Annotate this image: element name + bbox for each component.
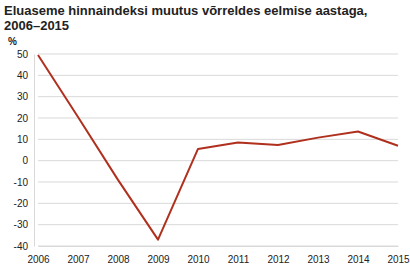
x-tick-label: 2014 bbox=[347, 254, 370, 265]
y-tick: 0 bbox=[22, 155, 34, 166]
y-tick-label: -30 bbox=[14, 219, 29, 230]
x-tick-label: 2009 bbox=[147, 254, 170, 265]
grid-line bbox=[38, 182, 398, 183]
grid-line bbox=[38, 160, 398, 161]
x-tick-label: 2010 bbox=[187, 254, 210, 265]
title-line: Eluaseme hinnaindeksi muutus võrreldes e… bbox=[4, 3, 367, 18]
y-tick: 40 bbox=[17, 70, 34, 81]
grid-line bbox=[38, 246, 398, 247]
x-tick: 2011 bbox=[228, 246, 250, 265]
y-tick: -40 bbox=[14, 241, 34, 252]
x-tick-label: 2008 bbox=[107, 254, 130, 265]
plot-area bbox=[38, 55, 398, 240]
x-tick: 2008 bbox=[107, 246, 130, 265]
x-axis-line bbox=[39, 246, 399, 247]
y-tick-label: -20 bbox=[14, 198, 29, 209]
x-tick: 2009 bbox=[147, 246, 170, 265]
grid-line bbox=[38, 75, 398, 76]
y-tick: 30 bbox=[17, 91, 34, 102]
y-tick: -10 bbox=[14, 177, 34, 188]
x-tick: 2007 bbox=[67, 246, 90, 265]
y-tick: -20 bbox=[14, 198, 34, 209]
grid-line bbox=[38, 224, 398, 225]
y-axis-label: % bbox=[8, 36, 17, 47]
x-tick: 2013 bbox=[307, 246, 330, 265]
x-tick-label: 2006 bbox=[27, 254, 50, 265]
y-tick-label: 0 bbox=[22, 155, 28, 166]
x-tick: 2012 bbox=[267, 246, 290, 265]
y-tick: -30 bbox=[14, 219, 34, 230]
grid-line bbox=[38, 54, 398, 55]
y-tick: 50 bbox=[17, 49, 34, 60]
y-tick-label: 40 bbox=[17, 70, 29, 81]
x-tick-label: 2007 bbox=[67, 254, 90, 265]
x-tick-label: 2015 bbox=[387, 254, 410, 265]
y-axis-line bbox=[34, 55, 35, 247]
x-tick: 2010 bbox=[187, 246, 210, 265]
y-axis: -40 -30 -20 -10 0 10 20 30 40 50 bbox=[14, 49, 35, 252]
y-tick-label: 30 bbox=[17, 91, 29, 102]
chart-svg: Eluaseme hinnaindeksi muutus võrreldes e… bbox=[0, 0, 410, 270]
grid-line bbox=[38, 96, 398, 97]
x-tick: 2014 bbox=[347, 246, 370, 265]
grid bbox=[38, 54, 398, 246]
x-tick-label: 2013 bbox=[307, 254, 330, 265]
data-line bbox=[38, 55, 398, 240]
title-line: 2006–2015 bbox=[4, 18, 69, 33]
y-tick-label: 20 bbox=[17, 113, 29, 124]
y-tick: 20 bbox=[17, 113, 34, 124]
title: Eluaseme hinnaindeksi muutus võrreldes e… bbox=[4, 3, 367, 33]
chart-container: Eluaseme hinnaindeksi muutus võrreldes e… bbox=[0, 0, 410, 270]
x-tick-label: 2012 bbox=[267, 254, 290, 265]
x-axis: 2006 2007 2008 2009 2010 2011 2012 2013 2014 2015 bbox=[27, 246, 410, 265]
y-tick-label: 10 bbox=[17, 134, 29, 145]
y-tick-label: -10 bbox=[14, 177, 29, 188]
grid-line bbox=[38, 203, 398, 204]
y-tick-label: -40 bbox=[14, 241, 29, 252]
x-tick: 2015 bbox=[387, 246, 410, 265]
grid-line bbox=[38, 118, 398, 119]
y-tick-label: 50 bbox=[17, 49, 29, 60]
y-tick: 10 bbox=[17, 134, 34, 145]
x-tick: 2006 bbox=[27, 246, 50, 265]
x-tick-label: 2011 bbox=[228, 254, 250, 265]
